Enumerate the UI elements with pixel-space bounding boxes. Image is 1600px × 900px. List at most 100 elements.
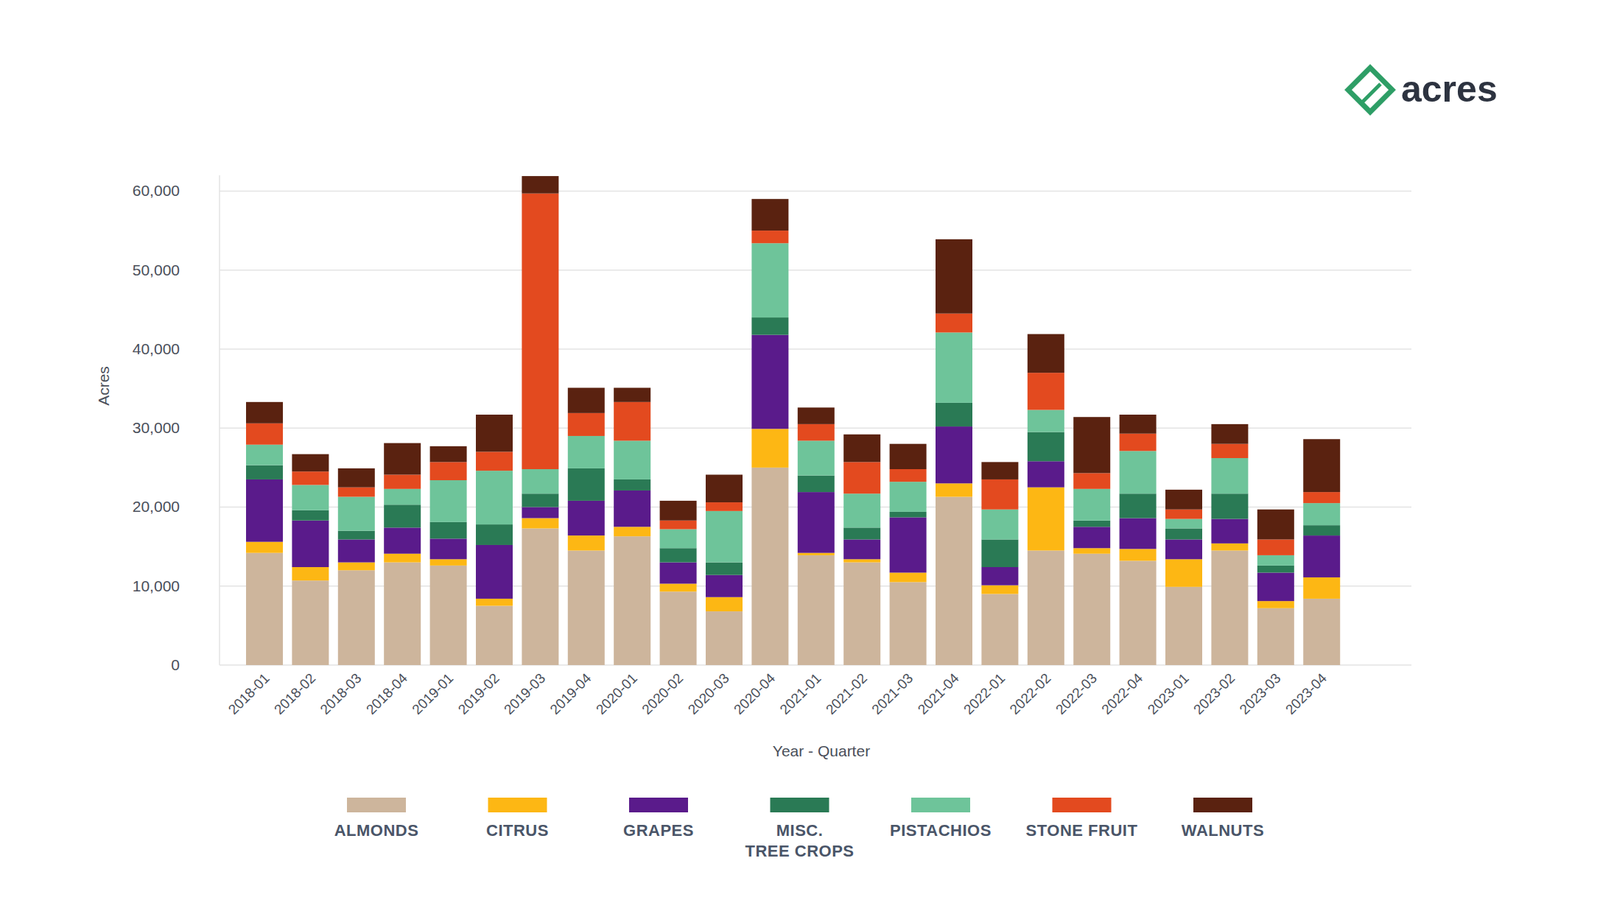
logo-icon — [1348, 67, 1393, 112]
x-tick-label: 2018-02 — [271, 670, 319, 718]
bar-segment — [246, 423, 283, 445]
bar-segment — [660, 591, 697, 666]
grid — [219, 190, 1412, 666]
bar-segment — [1073, 489, 1111, 521]
legend-label: WALNUTS — [1181, 821, 1265, 840]
bar-segment — [1303, 598, 1340, 666]
legend: ALMONDSCITRUSGRAPESMISC.TREE CROPSPISTAC… — [334, 797, 1265, 861]
bar-segment — [567, 413, 605, 437]
bar-segment — [889, 511, 927, 518]
bar-segment — [1303, 535, 1340, 578]
y-tick-label: 40,000 — [132, 340, 180, 358]
bar-segment — [521, 176, 559, 194]
y-tick-label: 0 — [170, 656, 180, 674]
bar-segment — [981, 539, 1019, 568]
bar-segment — [338, 570, 375, 666]
y-tick-label: 20,000 — [132, 497, 180, 515]
x-tick-label: 2023-02 — [1190, 670, 1238, 718]
bar-segment — [797, 424, 835, 442]
bar-segment — [291, 454, 329, 473]
bar-segment — [1119, 433, 1157, 452]
bar-segment — [1303, 492, 1340, 504]
legend-line: TREE CROPS — [744, 841, 854, 861]
bar-segment — [613, 526, 651, 537]
bar-segment — [843, 539, 881, 560]
legend-label: STONE FRUIT — [1026, 821, 1139, 840]
bar-segment — [338, 539, 375, 563]
x-tick-label: 2018-03 — [316, 670, 364, 718]
bar-segment — [383, 527, 421, 554]
bar-segment — [246, 402, 283, 424]
bar-segment — [797, 492, 835, 554]
bar-segment — [1073, 526, 1111, 549]
bar-segment — [430, 559, 468, 566]
x-tick-label: 2021-03 — [868, 670, 916, 718]
legend-label: ALMONDS — [334, 821, 420, 840]
bar-segment — [1119, 548, 1157, 561]
bar-segment — [291, 471, 329, 485]
bar-segment — [705, 511, 743, 563]
x-tick-label: 2022-04 — [1098, 670, 1146, 718]
bar-segment — [797, 407, 835, 425]
bar-segment — [338, 531, 375, 540]
legend-swatch — [911, 797, 971, 813]
bar-segment — [291, 567, 329, 581]
bar-segment — [291, 484, 329, 510]
bar-segment — [935, 483, 973, 497]
x-tick-label: 2019-02 — [455, 670, 503, 718]
bar-segment — [246, 553, 283, 666]
grid-line — [219, 190, 1412, 193]
bar-segment — [430, 480, 468, 523]
legend-swatch — [1193, 797, 1253, 813]
x-tick-label: 2019-01 — [408, 670, 456, 718]
bar-segment — [660, 500, 697, 521]
bar-segment — [1303, 439, 1340, 493]
x-tick-label: 2023-03 — [1236, 670, 1284, 718]
bar-segment — [246, 479, 283, 543]
bar-segment — [751, 230, 789, 244]
x-tick-label: 2020-03 — [685, 670, 733, 718]
bar-segment — [797, 555, 835, 666]
x-tick-label: 2022-01 — [960, 670, 1008, 718]
bar-segment — [660, 562, 697, 585]
bar-segment — [1257, 573, 1295, 602]
bar-segment — [751, 428, 789, 468]
bar-segment — [567, 535, 605, 551]
bar-segment — [935, 332, 973, 403]
bar-segment — [1119, 414, 1157, 434]
bar-segment — [935, 426, 973, 484]
legend-swatch — [1052, 797, 1112, 813]
x-tick-label: 2021-02 — [822, 670, 870, 718]
bar-segment — [705, 475, 743, 504]
x-axis-title: Year - Quarter — [772, 742, 870, 760]
bar-segment — [843, 493, 881, 528]
bar-segment — [1027, 334, 1065, 374]
legend-label: CITRUS — [486, 821, 549, 840]
bar-segment — [383, 553, 421, 563]
legend-swatch — [770, 797, 830, 813]
bar-segment — [1165, 559, 1203, 588]
y-axis-title: Acres — [95, 366, 112, 406]
bar-segment — [475, 598, 513, 607]
bar-segment — [1211, 458, 1248, 494]
bar-segment — [475, 524, 513, 546]
logo-icon — [1361, 83, 1381, 104]
y-tick-label: 10,000 — [132, 577, 180, 595]
legend-swatch — [488, 797, 548, 813]
logo-icon — [1353, 95, 1387, 112]
bar-segment — [475, 470, 513, 525]
bar-segment — [705, 597, 743, 612]
bar-segment — [843, 562, 881, 666]
logo: acres — [1348, 67, 1498, 112]
x-tick-label: 2022-03 — [1052, 670, 1100, 718]
legend-label: GRAPES — [623, 821, 694, 840]
bar-segment — [935, 239, 973, 314]
bar-segment — [981, 593, 1019, 666]
bar-segment — [1165, 587, 1203, 666]
bar-segment — [660, 520, 697, 530]
x-tick-label: 2021-01 — [776, 670, 824, 718]
legend-swatch — [629, 797, 689, 813]
bar-segment — [705, 562, 743, 576]
bar-segment — [1027, 372, 1065, 410]
bar-segment — [1257, 555, 1295, 566]
